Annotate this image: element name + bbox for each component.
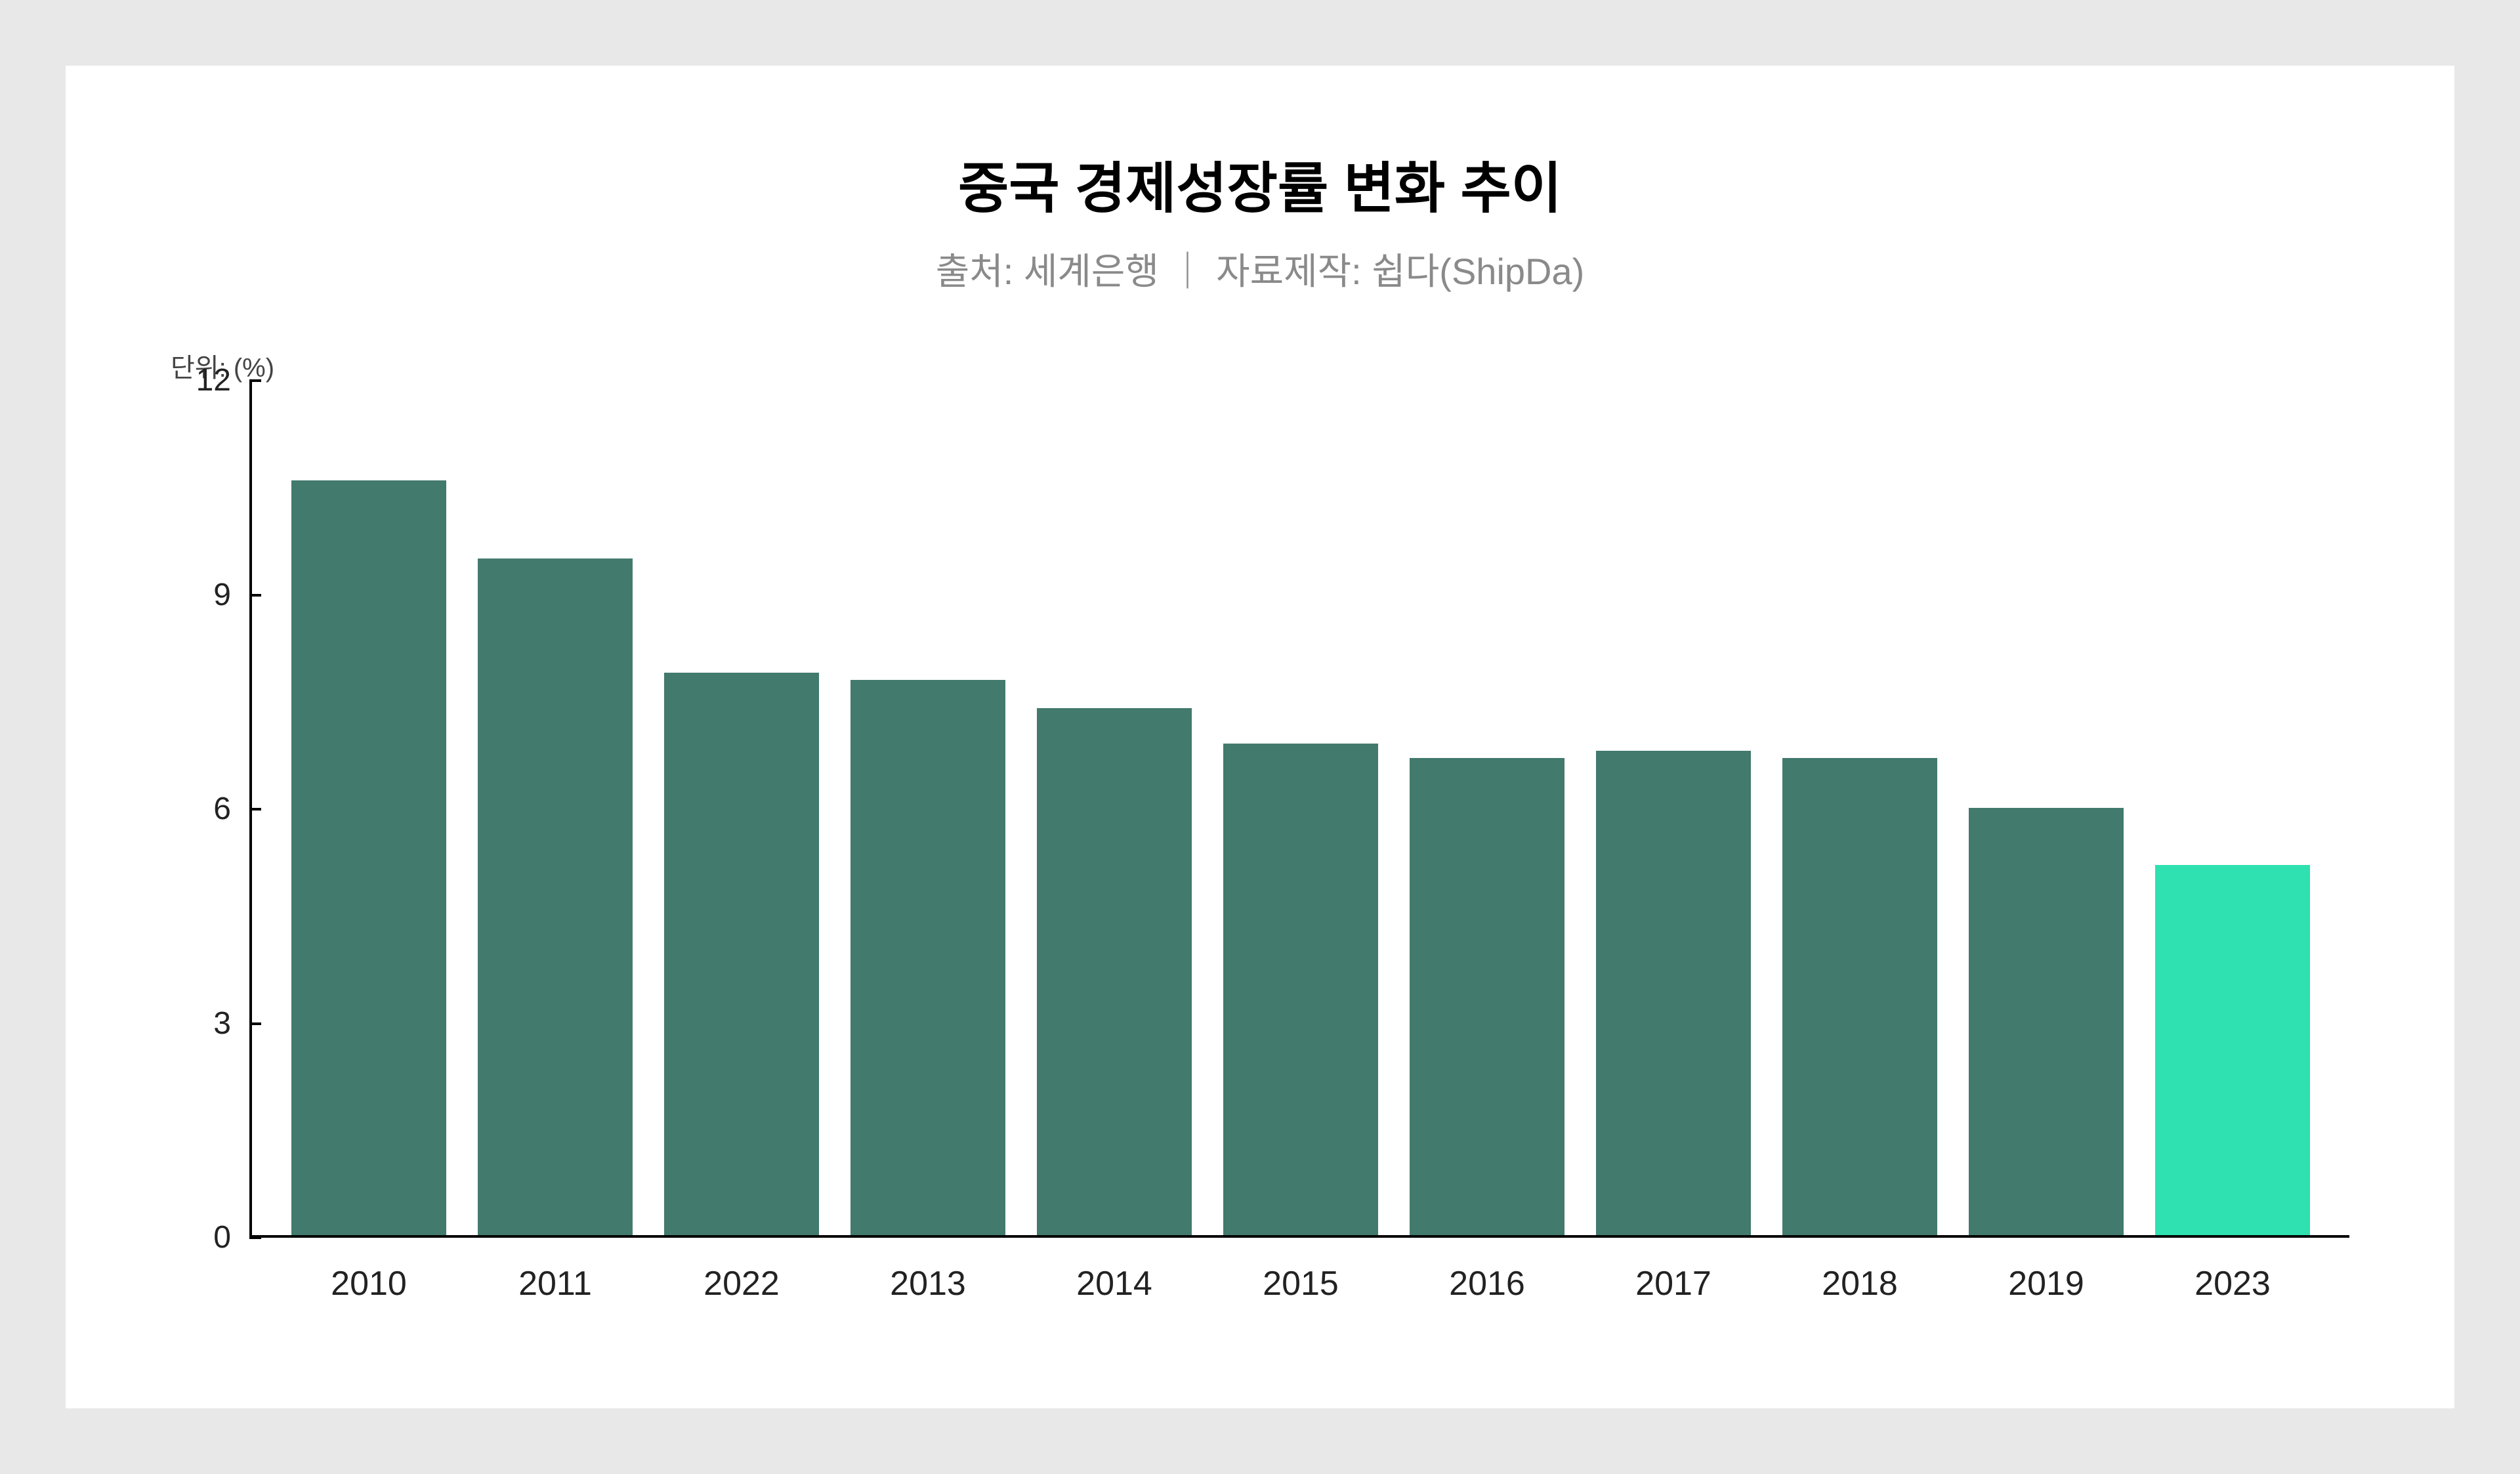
bar [291,480,446,1235]
x-tick-label: 2016 [1410,1264,1564,1303]
x-tick-label: 2011 [478,1264,633,1303]
bar [1037,708,1192,1235]
x-tick-label: 2010 [291,1264,446,1303]
chart-subtitle: 출처: 세계은행 ｜ 자료제작: 쉽다(ShipDa) [171,242,2349,295]
bar [2155,865,2310,1235]
bar [1782,758,1937,1235]
chart-card: 중국 경제성장률 변화 추이 출처: 세계은행 ｜ 자료제작: 쉽다(ShipD… [66,66,2454,1408]
plot-area [249,381,2349,1238]
plot-row: 036912 [171,381,2349,1238]
bar [1969,808,2124,1235]
x-tick-label: 2018 [1782,1264,1937,1303]
x-tick-label: 2015 [1223,1264,1378,1303]
bar [1223,744,1378,1235]
x-axis: 2010 2011 2022 2013 2014 2015 2016 2017 2018 2019… [249,1238,2349,1303]
y-tick-label: 0 [213,1222,249,1253]
bar [850,680,1005,1235]
bar [1410,758,1564,1235]
y-axis: 036912 [171,381,249,1238]
chart-header: 중국 경제성장률 변화 추이 출처: 세계은행 ｜ 자료제작: 쉽다(ShipD… [171,144,2349,295]
bars-container [252,381,2349,1235]
bar [664,673,819,1235]
x-tick-label: 2014 [1037,1264,1192,1303]
bar [478,558,633,1235]
x-tick-label: 2017 [1596,1264,1751,1303]
chart-area: 단위: (%) 036912 2010201120222013201420152… [171,354,2349,1303]
y-tick-label: 9 [213,579,249,611]
x-tick-label: 2013 [850,1264,1005,1303]
y-tick-label: 3 [213,1008,249,1040]
x-tick-label: 2019 [1969,1264,2124,1303]
y-tick-label: 6 [213,793,249,825]
bar [1596,751,1751,1235]
y-tick-label: 12 [196,365,249,396]
chart-title: 중국 경제성장률 변화 추이 [171,144,2349,224]
x-tick-label: 2022 [664,1264,819,1303]
x-tick-label: 2023 [2155,1264,2310,1303]
